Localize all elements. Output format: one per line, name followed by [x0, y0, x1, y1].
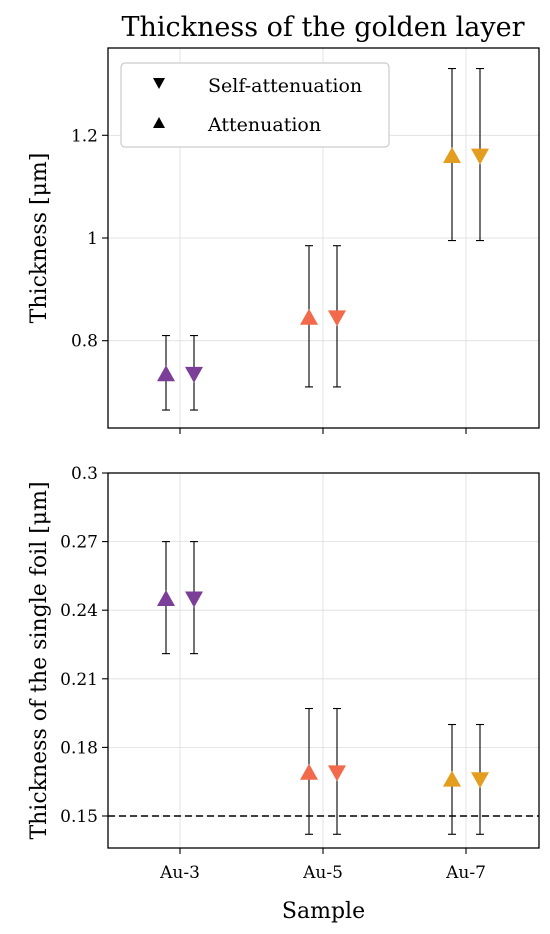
legend: Self-attenuation Attenuation	[120, 62, 390, 148]
top-attenuation-au-5-marker	[300, 308, 318, 325]
bottom-x-tick-label-au-5: Au-5	[302, 863, 343, 883]
top-attenuation-au-3-marker	[157, 365, 175, 382]
legend-label-attenuation: Attenuation	[207, 114, 321, 136]
top-self-attenuation-au-3-marker	[185, 366, 203, 383]
legend-marker-self-attenuation	[153, 78, 165, 89]
bottom-self-attenuation-au-7-marker	[471, 772, 489, 789]
bottom-attenuation-au-3-marker	[157, 589, 175, 606]
legend-box	[120, 62, 390, 148]
legend-marker-attenuation	[153, 117, 165, 128]
bottom-attenuation-au-7-marker	[443, 770, 461, 787]
bottom-y-tick-label: 0.27	[60, 533, 98, 553]
bottom-self-attenuation-au-5-marker	[328, 765, 346, 782]
top-y-tick-label: 0.8	[71, 332, 98, 352]
bottom-x-axis-title: Sample	[282, 899, 365, 924]
top-attenuation-au-7-marker	[443, 147, 461, 164]
bottom-attenuation-au-5-marker	[300, 763, 318, 780]
bottom-panel: 0.15 0.18 0.21 0.24 0.27 0.3 Au-3 Au-5 Au-7 Thick…	[27, 464, 540, 924]
bottom-y-tick-label: 0.24	[60, 601, 98, 621]
bottom-axes-frame	[107, 472, 540, 849]
bottom-y-tick-label: 0.21	[60, 670, 98, 690]
chart-title: Thickness of the golden layer	[121, 12, 524, 43]
bottom-y-axis-title: Thickness of the single foil [μm]	[27, 481, 52, 839]
bottom-y-tick-label: 0.3	[71, 464, 98, 484]
top-self-attenuation-au-7-marker	[471, 148, 489, 165]
bottom-y-tick-label: 0.15	[60, 807, 98, 827]
bottom-y-tick-label: 0.18	[60, 738, 98, 758]
bottom-x-tick-label-au-3: Au-3	[159, 863, 200, 883]
top-self-attenuation-au-5-marker	[328, 310, 346, 327]
top-y-axis-title: Thickness [μm]	[27, 153, 52, 324]
legend-label-self-attenuation: Self-attenuation	[208, 75, 362, 97]
top-y-tick-label: 1	[87, 229, 98, 249]
top-y-tick-label: 1.2	[71, 126, 98, 146]
bottom-x-tick-label-au-7: Au-7	[445, 863, 486, 883]
bottom-self-attenuation-au-3-marker	[185, 591, 203, 608]
